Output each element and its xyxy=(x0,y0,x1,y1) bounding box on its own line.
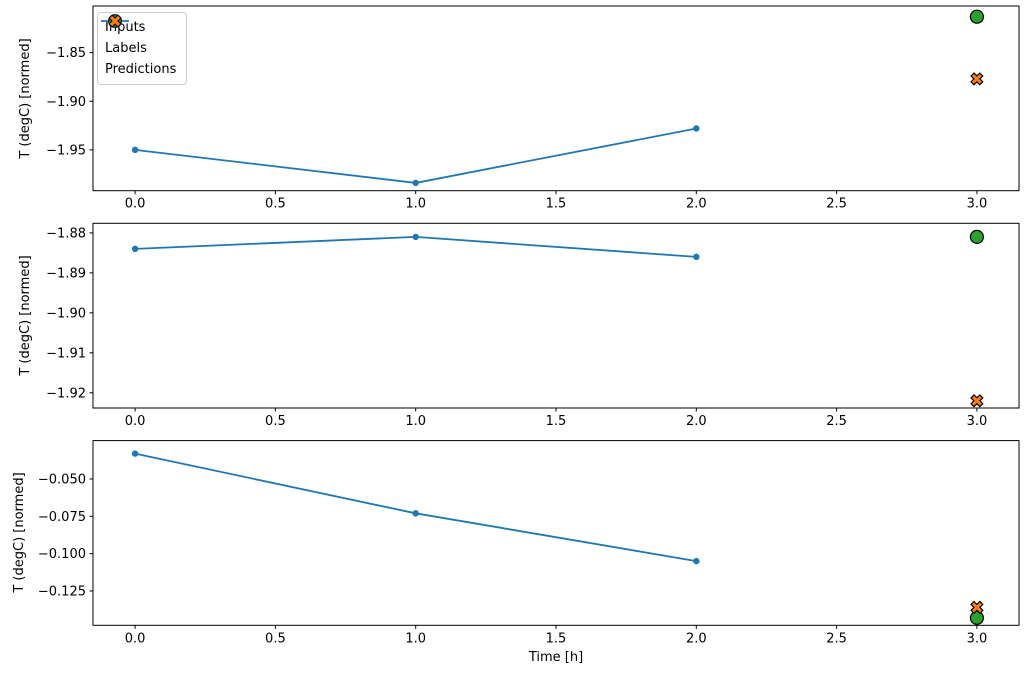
plot-frame xyxy=(92,440,1020,626)
y-tick-label: −0.050 xyxy=(38,472,86,487)
plot-frame xyxy=(92,5,1020,192)
x-tick-label: 2.5 xyxy=(826,631,847,646)
thick-x-marker-icon xyxy=(108,14,122,28)
x-axis-label: Time [h] xyxy=(528,650,584,665)
panel-1: 0.0 0.5 1.0 1.5 2.0 2.5 3.0 −1.85 −1.90 −1.95 xyxy=(46,5,1020,212)
x-tick-label: 0.5 xyxy=(265,631,286,646)
inputs-point xyxy=(693,253,700,261)
y-tick-label: −0.125 xyxy=(38,584,86,599)
x-tick-label: 0.5 xyxy=(265,197,286,212)
legend-label-labels: Labels xyxy=(105,41,147,56)
predictions-marker xyxy=(970,600,984,615)
inputs-point xyxy=(693,125,700,132)
y-axis-label-panel-2: T (degC) [normed] xyxy=(18,255,33,376)
predictions-marker xyxy=(970,72,984,86)
panel-2: 0.0 0.5 1.0 1.5 2.0 2.5 3.0 −1.88 −1.89 −1.90 −1.9… xyxy=(46,222,1020,429)
x-tick-label: 1.0 xyxy=(405,631,426,646)
x-tick-label: 2.0 xyxy=(686,414,707,429)
x-tick-label: 1.5 xyxy=(546,631,567,646)
x-tick-label: 2.5 xyxy=(826,197,847,212)
inputs-point xyxy=(412,179,419,187)
y-tick-label: −0.100 xyxy=(38,547,86,562)
y-tick-label: −1.92 xyxy=(46,386,86,401)
y-tick-label: −1.95 xyxy=(46,143,86,158)
y-tick-label: −1.90 xyxy=(46,306,86,321)
legend-item-predictions: Predictions xyxy=(105,14,177,80)
labels-marker xyxy=(969,610,985,625)
labels-marker xyxy=(969,9,985,24)
inputs-point xyxy=(131,450,139,457)
y-tick-label: −1.88 xyxy=(46,226,86,241)
plot-frame xyxy=(92,222,1020,409)
x-tick-label: 1.5 xyxy=(546,414,567,429)
x-tick-label: 2.5 xyxy=(826,414,847,429)
inputs-line xyxy=(134,452,697,562)
inputs-point xyxy=(131,245,139,253)
inputs-point xyxy=(131,146,139,154)
labels-marker xyxy=(969,229,985,244)
legend: Inputs Labels Predictions xyxy=(97,12,188,85)
legend-label-predictions: Predictions xyxy=(105,62,177,77)
y-tick-label: −1.90 xyxy=(46,95,86,110)
x-tick-label: 1.5 xyxy=(546,197,567,212)
x-tick-label: 3.0 xyxy=(967,414,988,429)
inputs-line xyxy=(134,127,697,184)
y-tick-label: −0.075 xyxy=(38,510,86,525)
x-tick-label: 2.0 xyxy=(686,197,707,212)
y-axis-label-panel-3: T (degC) [normed] xyxy=(12,472,27,593)
x-tick-label: 0.0 xyxy=(125,197,146,212)
x-tick-label: 3.0 xyxy=(967,197,988,212)
x-tick-label: 2.0 xyxy=(686,631,707,646)
x-tick-label: 0.0 xyxy=(125,631,146,646)
inputs-point xyxy=(412,233,419,241)
inputs-point xyxy=(412,510,419,517)
x-tick-label: 1.0 xyxy=(405,414,426,429)
x-tick-label: 1.0 xyxy=(405,197,426,212)
x-tick-label: 0.5 xyxy=(265,414,286,429)
predictions-marker xyxy=(970,394,984,408)
inputs-point xyxy=(693,557,700,565)
legend-item-labels: Labels xyxy=(105,14,176,59)
y-axis-label-panel-1: T (degC) [normed] xyxy=(18,38,33,159)
y-tick-label: −1.89 xyxy=(46,266,86,281)
y-tick-label: −1.91 xyxy=(46,346,86,361)
panel-3: 0.0 0.5 1.0 1.5 2.0 2.5 3.0 −0.050 −0.075 −0.100 −… xyxy=(38,440,1020,646)
y-tick-label: −1.85 xyxy=(46,46,86,61)
x-tick-label: 0.0 xyxy=(125,414,146,429)
x-tick-label: 3.0 xyxy=(967,631,988,646)
